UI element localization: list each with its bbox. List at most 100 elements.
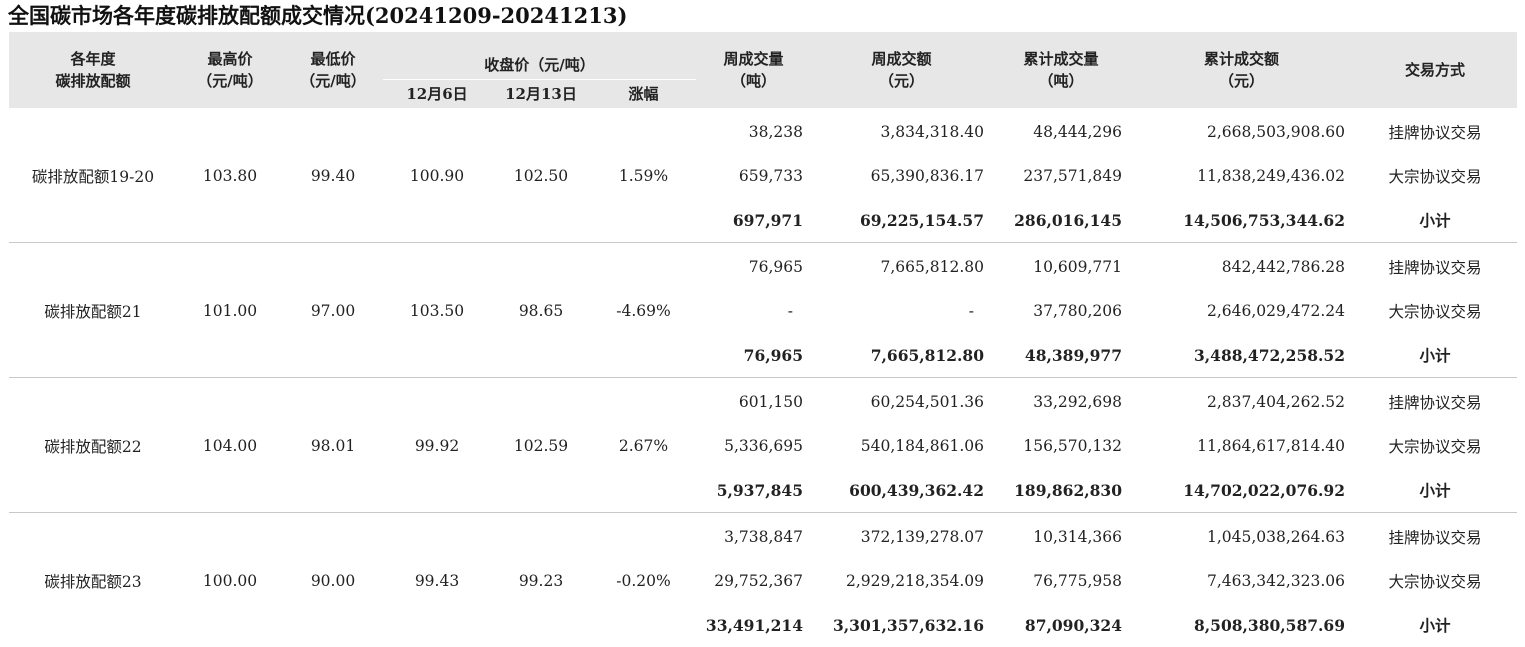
header-low: 最低价 （元/吨） — [283, 32, 383, 108]
trade-method: 挂牌协议交易 — [1353, 243, 1517, 290]
trade-method: 挂牌协议交易 — [1353, 108, 1517, 154]
allowance-name: 碳排放配额23 — [9, 513, 177, 647]
cum-amount: 2,646,029,472.24 — [1130, 289, 1353, 333]
trade-method: 小计 — [1353, 333, 1517, 378]
header-allowance: 各年度 碳排放配额 — [9, 32, 177, 108]
header-cum-volume-line2: （吨） — [992, 70, 1130, 92]
header-low-line1: 最低价 — [283, 48, 383, 70]
carbon-trading-table: 各年度 碳排放配额 最高价 （元/吨） 最低价 （元/吨） 收盘价（元/吨） 周… — [9, 32, 1517, 647]
table-header: 各年度 碳排放配额 最高价 （元/吨） 最低价 （元/吨） 收盘价（元/吨） 周… — [9, 32, 1517, 108]
trade-method: 小计 — [1353, 603, 1517, 647]
week-amount: 2,929,218,354.09 — [811, 559, 992, 603]
week-amount: 600,439,362.42 — [811, 468, 992, 513]
close-curr: 99.23 — [491, 513, 591, 647]
week-volume: 601,150 — [696, 378, 811, 425]
cum-volume: 48,389,977 — [992, 333, 1130, 378]
header-high-line2: （元/吨） — [177, 70, 283, 92]
cum-amount: 842,442,786.28 — [1130, 243, 1353, 290]
trade-method: 大宗协议交易 — [1353, 289, 1517, 333]
close-curr: 102.50 — [491, 108, 591, 243]
close-prev: 99.92 — [383, 378, 491, 513]
week-volume: 5,336,695 — [696, 424, 811, 468]
cum-amount: 7,463,342,323.06 — [1130, 559, 1353, 603]
allowance-group: 碳排放配额23 100.00 90.00 99.43 99.23 -0.20% … — [9, 513, 1517, 647]
allowance-name: 碳排放配额19-20 — [9, 108, 177, 243]
cum-volume: 87,090,324 — [992, 603, 1130, 647]
week-amount: 60,254,501.36 — [811, 378, 992, 425]
low-price: 98.01 — [283, 378, 383, 513]
week-volume: 5,937,845 — [696, 468, 811, 513]
cum-amount: 14,506,753,344.62 — [1130, 198, 1353, 243]
close-prev: 100.90 — [383, 108, 491, 243]
change: -4.69% — [591, 243, 696, 378]
high-price: 101.00 — [177, 243, 283, 378]
week-volume: 659,733 — [696, 154, 811, 198]
allowance-group: 碳排放配额21 101.00 97.00 103.50 98.65 -4.69%… — [9, 243, 1517, 378]
low-price: 99.40 — [283, 108, 383, 243]
cum-volume: 76,775,958 — [992, 559, 1130, 603]
allowance-group: 碳排放配额19-20 103.80 99.40 100.90 102.50 1.… — [9, 108, 1517, 243]
cum-volume: 10,609,771 — [992, 243, 1130, 290]
change: -0.20% — [591, 513, 696, 647]
week-amount: 65,390,836.17 — [811, 154, 992, 198]
close-prev: 99.43 — [383, 513, 491, 647]
low-price: 97.00 — [283, 243, 383, 378]
cum-amount: 11,838,249,436.02 — [1130, 154, 1353, 198]
trade-method: 挂牌协议交易 — [1353, 378, 1517, 425]
cum-amount: 14,702,022,076.92 — [1130, 468, 1353, 513]
header-cum-amount: 累计成交额 （元） — [1130, 32, 1353, 108]
cum-amount: 11,864,617,814.40 — [1130, 424, 1353, 468]
cum-amount: 3,488,472,258.52 — [1130, 333, 1353, 378]
cum-amount: 2,668,503,908.60 — [1130, 108, 1353, 154]
high-price: 100.00 — [177, 513, 283, 647]
week-volume: - — [696, 289, 811, 333]
header-week-amount-line2: （元） — [811, 70, 992, 92]
trade-method: 小计 — [1353, 198, 1517, 243]
header-close-prev: 12月6日 — [383, 80, 491, 109]
cum-volume: 286,016,145 — [992, 198, 1130, 243]
header-change: 涨幅 — [591, 80, 696, 109]
week-amount: 3,301,357,632.16 — [811, 603, 992, 647]
header-cum-volume-line1: 累计成交量 — [992, 48, 1130, 70]
trade-method: 小计 — [1353, 468, 1517, 513]
low-price: 90.00 — [283, 513, 383, 647]
cum-volume: 33,292,698 — [992, 378, 1130, 425]
header-week-volume: 周成交量 （吨） — [696, 32, 811, 108]
cum-volume: 189,862,830 — [992, 468, 1130, 513]
table-row: 碳排放配额21 101.00 97.00 103.50 98.65 -4.69%… — [9, 243, 1517, 290]
header-close-curr: 12月13日 — [491, 80, 591, 109]
high-price: 103.80 — [177, 108, 283, 243]
week-volume: 76,965 — [696, 333, 811, 378]
week-volume: 697,971 — [696, 198, 811, 243]
cum-amount: 8,508,380,587.69 — [1130, 603, 1353, 647]
trade-method: 大宗协议交易 — [1353, 424, 1517, 468]
header-allowance-line2: 碳排放配额 — [9, 70, 177, 92]
header-week-amount-line1: 周成交额 — [811, 48, 992, 70]
table-row: 碳排放配额22 104.00 98.01 99.92 102.59 2.67% … — [9, 378, 1517, 425]
week-amount: 7,665,812.80 — [811, 333, 992, 378]
page-title: 全国碳市场各年度碳排放配额成交情况(20241209-20241213) — [8, 1, 627, 31]
week-volume: 3,738,847 — [696, 513, 811, 560]
allowance-name: 碳排放配额21 — [9, 243, 177, 378]
week-volume: 29,752,367 — [696, 559, 811, 603]
change: 1.59% — [591, 108, 696, 243]
close-curr: 98.65 — [491, 243, 591, 378]
trade-method: 大宗协议交易 — [1353, 559, 1517, 603]
week-amount: - — [811, 289, 992, 333]
cum-volume: 237,571,849 — [992, 154, 1130, 198]
header-close-group: 收盘价（元/吨） — [383, 32, 696, 80]
cum-volume: 48,444,296 — [992, 108, 1130, 154]
header-cum-amount-line2: （元） — [1130, 70, 1353, 92]
change: 2.67% — [591, 378, 696, 513]
week-volume: 33,491,214 — [696, 603, 811, 647]
week-amount: 7,665,812.80 — [811, 243, 992, 290]
header-high-line1: 最高价 — [177, 48, 283, 70]
week-amount: 540,184,861.06 — [811, 424, 992, 468]
cum-amount: 2,837,404,262.52 — [1130, 378, 1353, 425]
cum-amount: 1,045,038,264.63 — [1130, 513, 1353, 560]
week-amount: 3,834,318.40 — [811, 108, 992, 154]
table-row: 碳排放配额23 100.00 90.00 99.43 99.23 -0.20% … — [9, 513, 1517, 560]
week-amount: 372,139,278.07 — [811, 513, 992, 560]
trade-method: 大宗协议交易 — [1353, 154, 1517, 198]
header-allowance-line1: 各年度 — [9, 48, 177, 70]
